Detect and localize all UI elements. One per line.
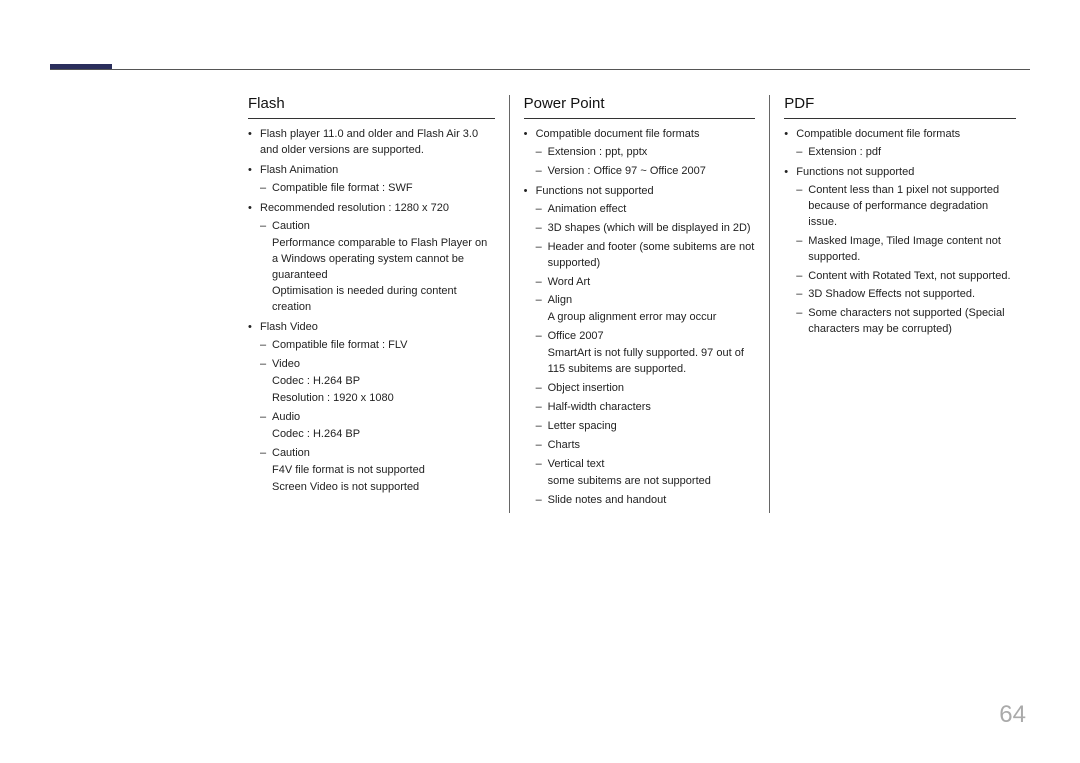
sub-text: Performance comparable to Flash Player o… bbox=[272, 236, 495, 284]
sub-item: Extension : pdf bbox=[796, 145, 1016, 161]
sub-item: Content with Rotated Text, not supported… bbox=[796, 269, 1016, 285]
sub-item: 3D shapes (which will be displayed in 2D… bbox=[536, 221, 756, 237]
sub-item: Align A group alignment error may occur bbox=[536, 293, 756, 326]
list-item: Functions not supported Animation effect… bbox=[524, 184, 756, 509]
item-label: Flash Animation bbox=[260, 164, 338, 176]
sub-item: Office 2007 SmartArt is not fully suppor… bbox=[536, 329, 756, 378]
item-label: Flash Video bbox=[260, 321, 318, 333]
sub-item: Letter spacing bbox=[536, 419, 756, 435]
column-heading-powerpoint: Power Point bbox=[524, 95, 756, 119]
sub-item: Some characters not supported (Special c… bbox=[796, 306, 1016, 338]
column-heading-pdf: PDF bbox=[784, 95, 1016, 119]
item-label: Compatible document file formats bbox=[536, 128, 700, 140]
sub-item: Word Art bbox=[536, 275, 756, 291]
sub-item: Compatible file format : FLV bbox=[260, 338, 495, 354]
item-label: Recommended resolution : 1280 x 720 bbox=[260, 202, 449, 214]
page-number: 64 bbox=[999, 701, 1026, 729]
list-item: Recommended resolution : 1280 x 720 Caut… bbox=[248, 201, 495, 317]
header-rule bbox=[50, 69, 1030, 70]
ppt-bullets: Compatible document file formats Extensi… bbox=[524, 127, 756, 509]
sub-item-label: Align bbox=[548, 294, 572, 306]
column-heading-flash: Flash bbox=[248, 95, 495, 119]
sub-item: Extension : ppt, pptx bbox=[536, 145, 756, 161]
item-label: Functions not supported bbox=[796, 166, 914, 178]
sub-item: Charts bbox=[536, 438, 756, 454]
sub-text: Resolution : 1920 x 1080 bbox=[272, 391, 495, 407]
sub-item: Object insertion bbox=[536, 381, 756, 397]
sub-item: Caution F4V file format is not supported… bbox=[260, 446, 495, 496]
sub-item: Masked Image, Tiled Image content not su… bbox=[796, 234, 1016, 266]
sub-item: Version : Office 97 ~ Office 2007 bbox=[536, 164, 756, 180]
sub-item: Vertical text some subitems are not supp… bbox=[536, 457, 756, 490]
sub-item: Caution Performance comparable to Flash … bbox=[260, 219, 495, 317]
sub-text: some subitems are not supported bbox=[548, 474, 756, 490]
sub-text: F4V file format is not supported bbox=[272, 463, 495, 479]
sub-item: 3D Shadow Effects not supported. bbox=[796, 287, 1016, 303]
list-item: Flash player 11.0 and older and Flash Ai… bbox=[248, 127, 495, 159]
sub-item: Content less than 1 pixel not supported … bbox=[796, 183, 1016, 231]
sub-item-label: Caution bbox=[272, 447, 310, 459]
sub-item: Slide notes and handout bbox=[536, 493, 756, 509]
sub-item: Header and footer (some subitems are not… bbox=[536, 240, 756, 272]
sub-item: Half-width characters bbox=[536, 400, 756, 416]
sub-item: Audio Codec : H.264 BP bbox=[260, 410, 495, 443]
content-table: Flash Flash player 11.0 and older and Fl… bbox=[248, 95, 1030, 513]
sub-text: Optimisation is needed during content cr… bbox=[272, 284, 495, 316]
list-item: Compatible document file formats Extensi… bbox=[524, 127, 756, 180]
sub-text: A group alignment error may occur bbox=[548, 310, 756, 326]
sub-text: SmartArt is not fully supported. 97 out … bbox=[548, 346, 756, 378]
sub-item: Video Codec : H.264 BP Resolution : 1920… bbox=[260, 357, 495, 407]
column-powerpoint: Power Point Compatible document file for… bbox=[509, 95, 770, 513]
item-label: Functions not supported bbox=[536, 185, 654, 197]
sub-text: Codec : H.264 BP bbox=[272, 427, 495, 443]
pdf-bullets: Compatible document file formats Extensi… bbox=[784, 127, 1016, 338]
list-item: Flash Animation Compatible file format :… bbox=[248, 163, 495, 197]
flash-bullets: Flash player 11.0 and older and Flash Ai… bbox=[248, 127, 495, 496]
sub-item-label: Office 2007 bbox=[548, 330, 604, 342]
list-item: Functions not supported Content less tha… bbox=[784, 165, 1016, 338]
sub-item-label: Audio bbox=[272, 411, 300, 423]
sub-item-label: Vertical text bbox=[548, 458, 605, 470]
list-item: Flash Video Compatible file format : FLV… bbox=[248, 320, 495, 495]
sub-text: Codec : H.264 BP bbox=[272, 374, 495, 390]
sub-item-label: Caution bbox=[272, 220, 310, 232]
sub-item: Animation effect bbox=[536, 202, 756, 218]
item-label: Compatible document file formats bbox=[796, 128, 960, 140]
sub-item: Compatible file format : SWF bbox=[260, 181, 495, 197]
sub-item-label: Video bbox=[272, 358, 300, 370]
column-pdf: PDF Compatible document file formats Ext… bbox=[769, 95, 1030, 513]
column-flash: Flash Flash player 11.0 and older and Fl… bbox=[248, 95, 509, 513]
list-item: Compatible document file formats Extensi… bbox=[784, 127, 1016, 161]
sub-text: Screen Video is not supported bbox=[272, 480, 495, 496]
